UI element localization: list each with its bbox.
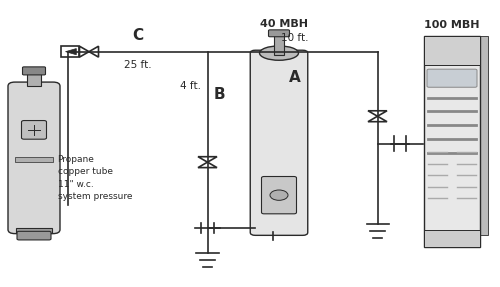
Bar — [15, 157, 53, 162]
FancyBboxPatch shape — [250, 50, 308, 235]
Bar — [424, 230, 480, 247]
FancyBboxPatch shape — [22, 67, 46, 75]
Bar — [61, 46, 79, 57]
Text: 10 ft.: 10 ft. — [281, 33, 309, 43]
Polygon shape — [89, 46, 99, 57]
Bar — [16, 228, 52, 233]
Polygon shape — [368, 111, 387, 116]
Polygon shape — [80, 46, 89, 57]
Text: 25 ft.: 25 ft. — [124, 60, 152, 70]
FancyBboxPatch shape — [17, 231, 51, 240]
Text: Propane
copper tube
11" w.c.
system pressure: Propane copper tube 11" w.c. system pres… — [58, 155, 132, 201]
Polygon shape — [66, 49, 76, 55]
FancyBboxPatch shape — [8, 82, 60, 234]
Bar — [424, 36, 480, 65]
FancyBboxPatch shape — [427, 69, 477, 87]
FancyBboxPatch shape — [268, 30, 289, 37]
Text: A: A — [289, 70, 301, 85]
Text: B: B — [214, 87, 225, 102]
Polygon shape — [198, 157, 217, 162]
Bar — [424, 36, 480, 247]
Text: 100 MBH: 100 MBH — [424, 20, 480, 30]
FancyBboxPatch shape — [22, 121, 46, 139]
Text: C: C — [132, 28, 143, 43]
Bar — [480, 36, 488, 235]
Bar — [274, 34, 284, 55]
Polygon shape — [198, 162, 217, 168]
FancyBboxPatch shape — [262, 177, 296, 214]
Text: 40 MBH: 40 MBH — [260, 19, 308, 29]
Bar — [27, 73, 41, 86]
Circle shape — [270, 190, 288, 200]
Ellipse shape — [260, 46, 298, 60]
Polygon shape — [368, 116, 387, 122]
Text: 4 ft.: 4 ft. — [180, 81, 202, 91]
